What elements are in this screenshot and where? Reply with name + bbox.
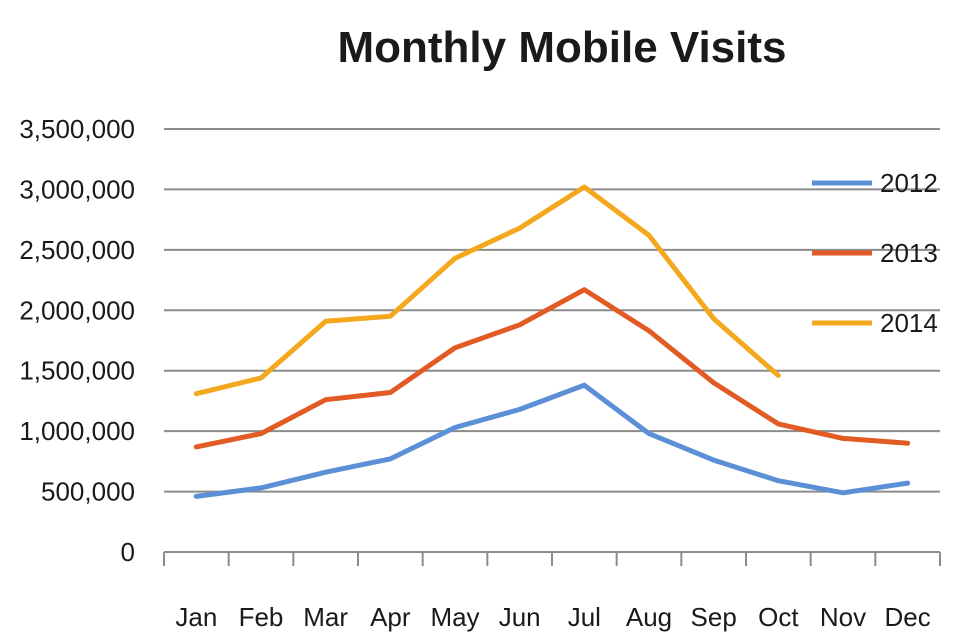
x-axis [163,551,941,566]
legend-label-2013: 2013 [880,238,938,268]
series-lines [193,184,911,499]
x-tick-label: Dec [885,602,931,632]
legend: 2012 2013 2014 [812,168,938,338]
y-tick-label: 2,500,000 [19,235,135,265]
y-tick-label: 1,000,000 [19,416,135,446]
x-tick-label: Jan [175,602,217,632]
x-tick-label: Jul [568,602,601,632]
y-axis-tick-labels: 0 500,000 1,000,000 1,500,000 2,000,000 2,500… [19,114,135,567]
x-tick-label: Aug [626,602,672,632]
x-axis-tick-labels: Jan Feb Mar Apr May Jun Jul Aug Sep Oct Nov Dec [175,602,930,632]
x-tick-label: May [430,602,479,632]
chart-title: Monthly Mobile Visits [337,23,786,72]
gridlines [164,128,940,493]
x-tick-label: Oct [758,602,799,632]
x-tick-label: Sep [691,602,737,632]
y-tick-label: 0 [121,537,135,567]
series-line-2012 [193,382,911,499]
y-tick-label: 3,500,000 [19,114,135,144]
y-tick-label: 2,000,000 [19,295,135,325]
series-line-2014 [193,184,781,397]
x-tick-label: Mar [303,602,348,632]
series-line-2013 [193,287,911,450]
legend-label-2012: 2012 [880,168,938,198]
x-tick-label: Feb [239,602,284,632]
x-tick-label: Jun [499,602,541,632]
x-tick-label: Nov [820,602,866,632]
y-tick-label: 3,000,000 [19,174,135,204]
x-tick-label: Apr [370,602,411,632]
y-tick-label: 500,000 [41,477,135,507]
y-tick-label: 1,500,000 [19,356,135,386]
legend-label-2014: 2014 [880,308,938,338]
